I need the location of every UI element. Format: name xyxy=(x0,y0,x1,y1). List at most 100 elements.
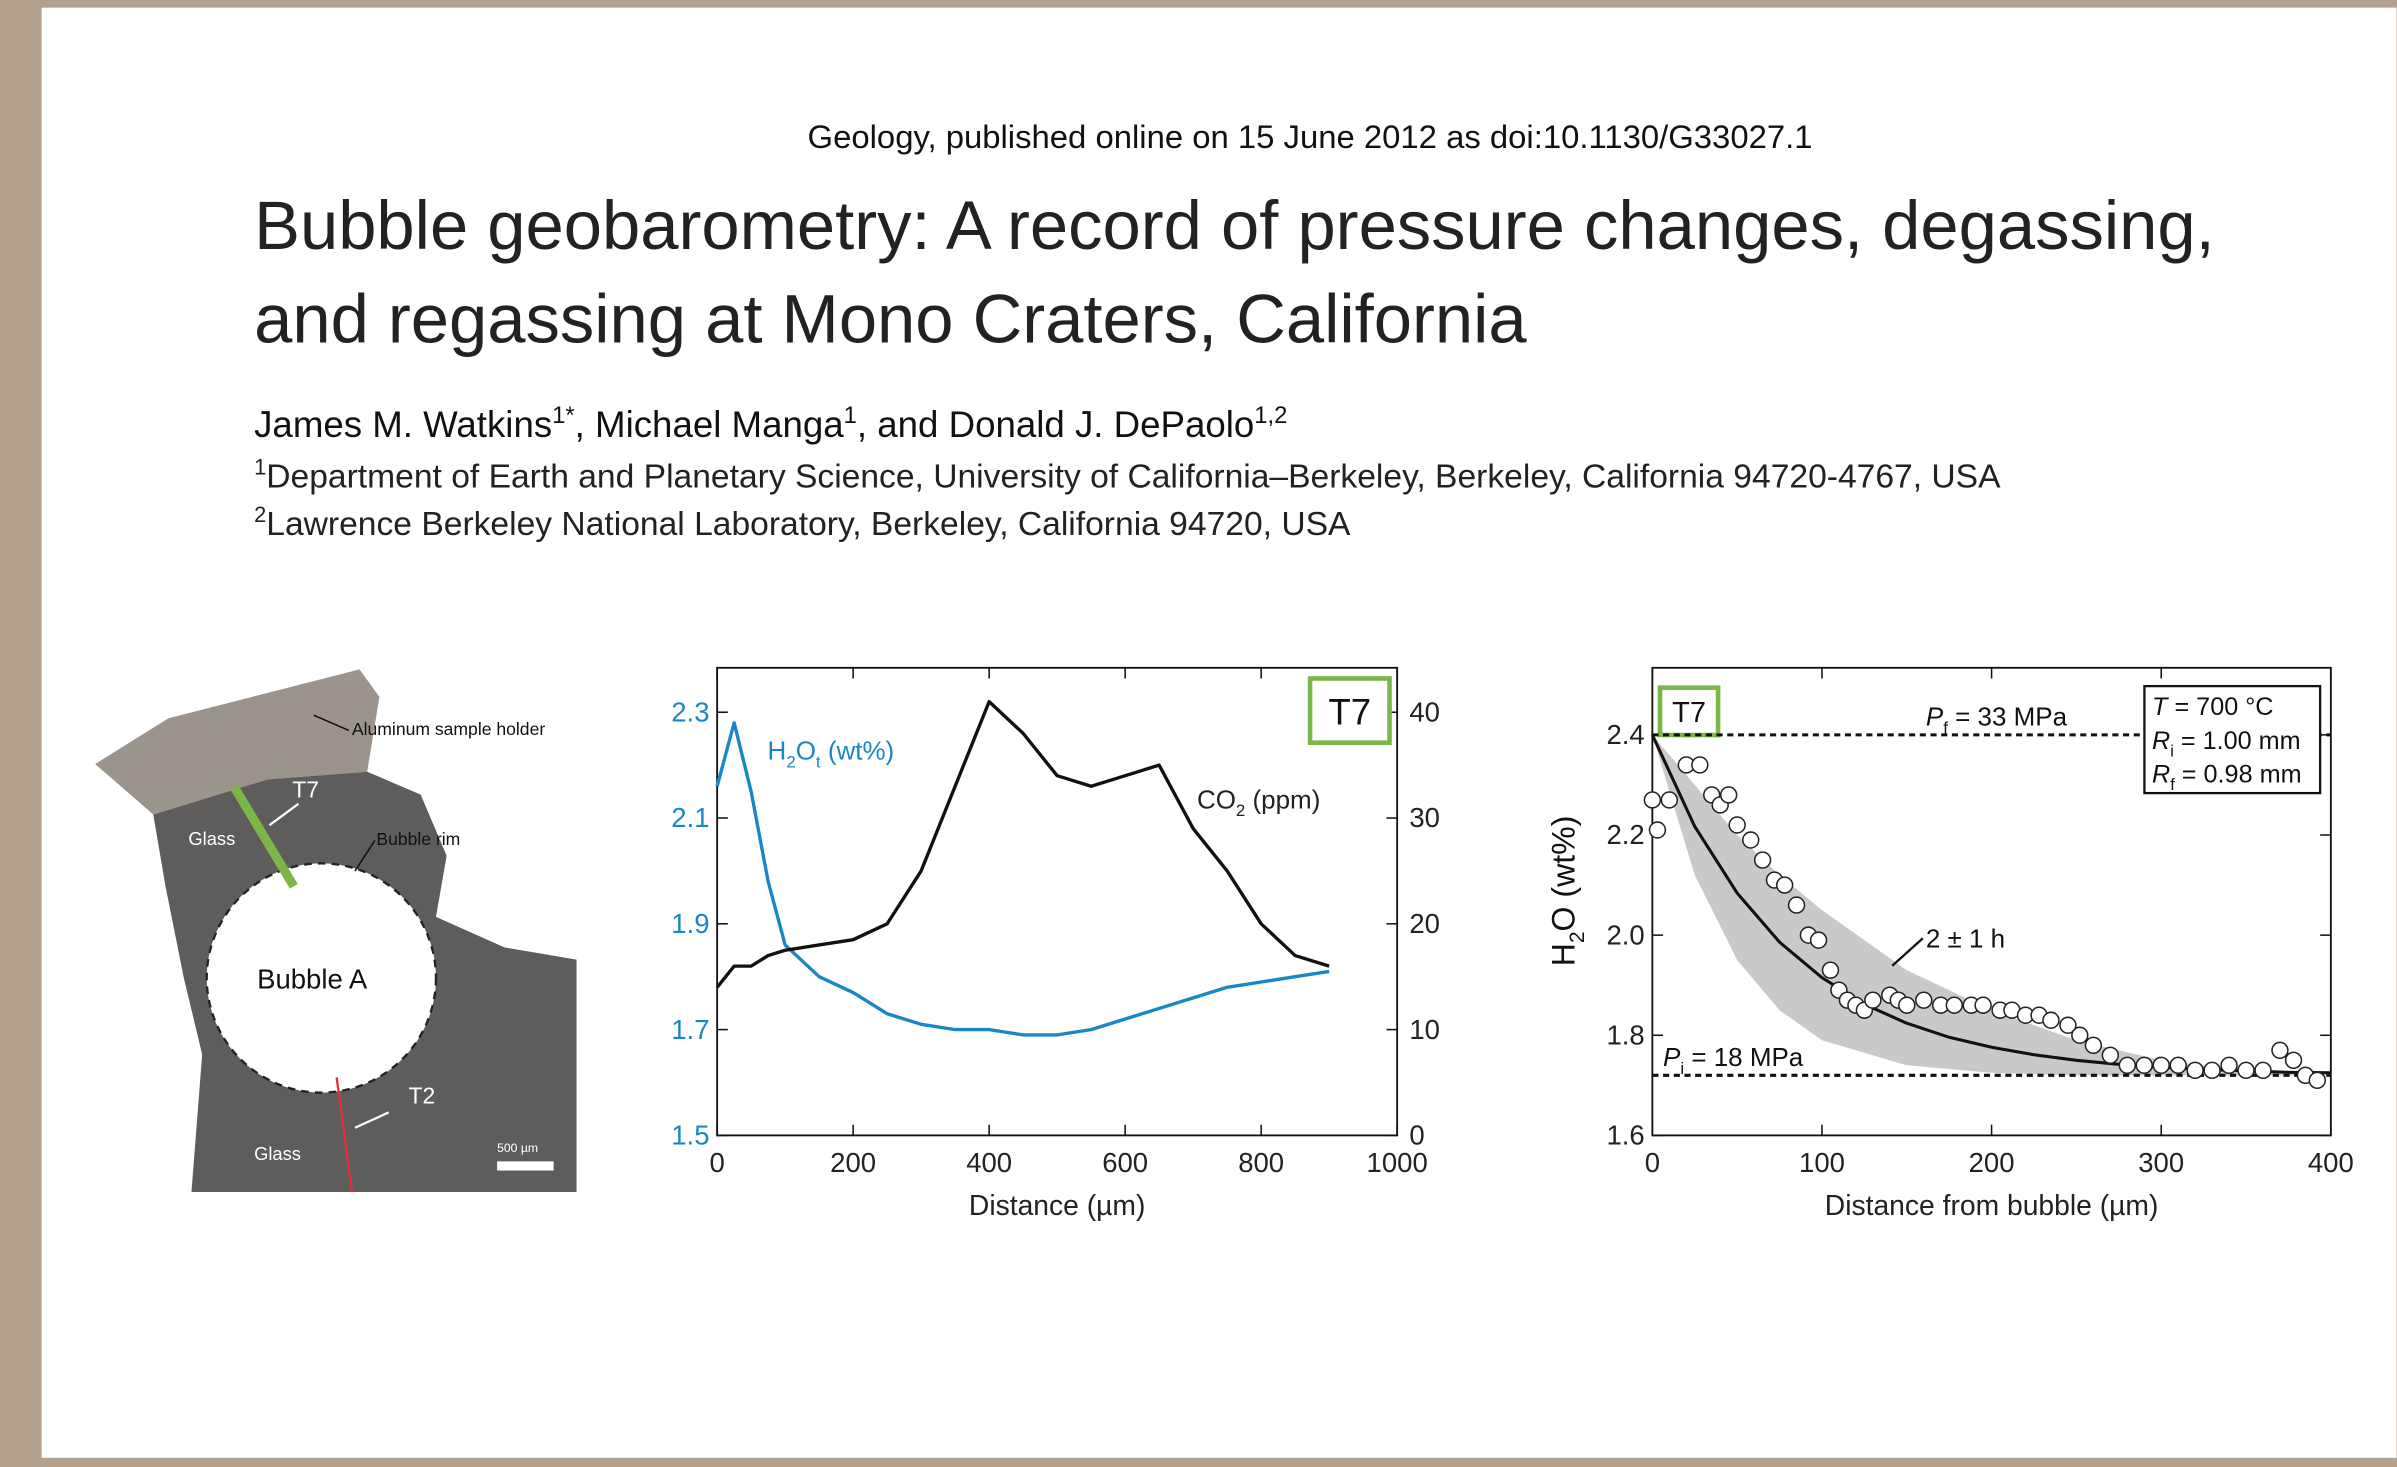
data-point xyxy=(1691,756,1709,774)
data-point xyxy=(2308,1071,2326,1090)
data-point xyxy=(1643,791,1662,809)
authors-part: , Michael Manga xyxy=(575,404,845,445)
y-axis-label: H2O (wt%) xyxy=(1545,816,1589,967)
affiliation-part: 1 xyxy=(254,455,266,480)
affiliation-part: 2 xyxy=(254,502,266,527)
series-label-part: (ppm) xyxy=(1245,784,1320,814)
x-tick-label: 100 xyxy=(1799,1147,1845,1178)
reference-label: Pf = 33 MPa xyxy=(1926,702,2068,738)
y-tick-label: 1.6 xyxy=(1606,1120,1644,1151)
series-label-part: (wt%) xyxy=(821,735,895,765)
data-point xyxy=(2101,1046,2120,1065)
y-tick-label: 2.1 xyxy=(671,802,709,833)
micrograph: Aluminum sample holder T7 Glass Bubble r… xyxy=(95,669,577,1193)
inset-line-part: i xyxy=(2170,742,2174,760)
citation: Geology, published online on 15 June 201… xyxy=(808,118,1813,155)
series-label-part: O xyxy=(796,735,816,765)
y-tick-label: 2.2 xyxy=(1606,819,1644,850)
series-label-part: t xyxy=(816,752,821,771)
data-point xyxy=(1898,996,1916,1014)
affiliation-part: Department of Earth and Planetary Scienc… xyxy=(266,458,2001,495)
x-axis-label: Distance (µm) xyxy=(969,1189,1145,1221)
micro-label: T7 xyxy=(292,777,319,803)
data-point xyxy=(2237,1061,2255,1080)
plot-frame xyxy=(716,666,1399,1137)
leader xyxy=(268,802,300,827)
title-line: and regassing at Mono Craters, Californi… xyxy=(254,280,1527,357)
authors: James M. Watkins1*, Michael Manga1, and … xyxy=(254,402,1287,445)
data-point xyxy=(2042,1011,2060,1029)
micro-label: Glass xyxy=(188,828,235,849)
uncertainty-band xyxy=(1652,734,2331,1076)
data-point xyxy=(1787,896,1806,914)
sample-holder xyxy=(95,669,380,815)
y-tick-label: 2.0 xyxy=(1606,919,1644,950)
fit-label: 2 ± 1 h xyxy=(1926,923,2005,953)
t7-traverse xyxy=(230,784,298,889)
authors-part: , and Donald J. DePaolo xyxy=(857,404,1254,445)
y2-tick-label: 20 xyxy=(1409,908,1440,939)
inset-line: T = 700 °C xyxy=(2152,693,2273,721)
data-point xyxy=(1974,996,1992,1014)
x-tick-label: 0 xyxy=(1645,1147,1660,1178)
inset-line-part: = 0.98 mm xyxy=(2175,760,2302,788)
leader xyxy=(354,840,376,872)
reference-label-part: = 33 MPa xyxy=(1948,702,2068,732)
series-label: CO2 (ppm) xyxy=(1197,784,1320,820)
inset-line-part: = 1.00 mm xyxy=(2174,727,2301,755)
data-point xyxy=(2254,1061,2272,1080)
title-line: Bubble geobarometry: A record of pressur… xyxy=(254,187,2215,264)
data-point xyxy=(1821,961,1840,979)
x-tick-label: 400 xyxy=(966,1147,1012,1178)
tag: T7 xyxy=(1328,692,1371,733)
y2-tick-label: 40 xyxy=(1409,696,1440,727)
series-label-part: 2 xyxy=(1236,801,1245,820)
micro-label: Bubble A xyxy=(257,964,368,995)
inset-line-part: T xyxy=(2152,693,2169,721)
y-tick-label: 2.3 xyxy=(671,696,709,727)
y-tick-label: 1.5 xyxy=(671,1120,709,1151)
micro-label: Glass xyxy=(254,1143,301,1164)
series-line xyxy=(715,699,1330,989)
data-point xyxy=(2203,1061,2221,1080)
x-tick-label: 0 xyxy=(709,1147,724,1178)
scale-bar xyxy=(497,1161,554,1171)
bubble xyxy=(205,862,438,1094)
data-point xyxy=(2284,1051,2303,1070)
data-point xyxy=(1728,816,1746,834)
data-point xyxy=(2220,1056,2238,1075)
y-tick-label: 1.9 xyxy=(671,908,709,939)
affiliation-part: Lawrence Berkeley National Laboratory, B… xyxy=(266,506,1351,543)
reference-label-part: i xyxy=(1680,1059,1684,1078)
data-point xyxy=(2071,1026,2089,1044)
fit-leader xyxy=(1891,937,1924,967)
x-tick-label: 200 xyxy=(1969,1147,2015,1178)
inset-line-part: R xyxy=(2152,760,2170,788)
micro-label: 500 µm xyxy=(497,1141,538,1155)
data-point xyxy=(1945,996,1963,1014)
y-axis-label-part: 2 xyxy=(1566,931,1589,943)
y2-tick-label: 0 xyxy=(1409,1120,1424,1151)
data-point xyxy=(1648,821,1667,839)
data-point xyxy=(2271,1041,2289,1059)
reference-label-part: P xyxy=(1663,1042,1681,1072)
t2-traverse xyxy=(335,1077,354,1193)
x-tick-label: 600 xyxy=(1102,1147,1148,1178)
tag-box xyxy=(1307,676,1392,745)
data-point xyxy=(1719,786,1738,804)
inset-line: Ri = 1.00 mm xyxy=(2152,727,2301,761)
reference-label: Pi = 18 MPa xyxy=(1663,1042,1804,1078)
data-point xyxy=(2084,1036,2103,1054)
tag: T7 xyxy=(1672,697,1706,729)
slide-panel xyxy=(41,7,2397,1458)
series-line xyxy=(715,721,1330,1037)
inset-line-part: R xyxy=(2152,727,2170,755)
series-label-part: CO xyxy=(1197,784,1236,814)
micro-label: Aluminum sample holder xyxy=(352,719,545,739)
x-tick-label: 1000 xyxy=(1367,1147,1428,1178)
reference-label-part: P xyxy=(1926,702,1944,732)
leader xyxy=(313,714,350,732)
